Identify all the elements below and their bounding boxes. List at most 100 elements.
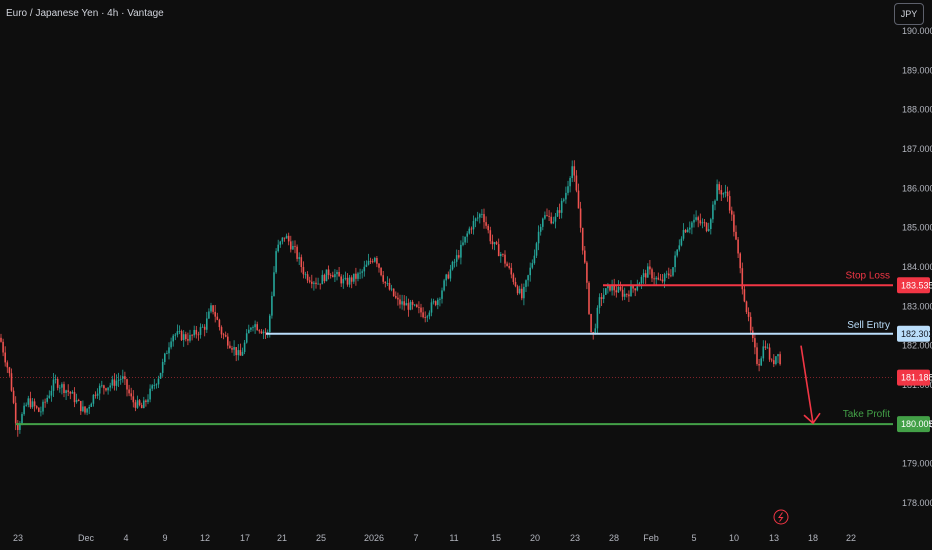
candle-body [10,373,13,391]
y-tick-label: 184.000 [902,262,932,272]
candle-body [476,217,479,219]
candle-body [590,313,592,333]
y-tick-label: 189.000 [902,65,932,75]
candle-body [481,214,483,215]
candle-body [138,400,141,405]
candle-body [25,404,27,406]
candle-body [350,277,353,282]
candle-body [136,400,139,408]
candle-body [544,215,546,219]
candle-body [355,273,357,279]
candle-body [504,254,506,264]
candle-body [143,400,145,409]
candle-body [357,273,359,279]
candle-body [409,301,412,310]
candle-body [619,286,622,290]
candle-body [554,216,557,222]
price-axis[interactable]: 190.000 189.000 188.000 187.000 186.000 185.0… [902,26,932,508]
candle-body [308,280,311,282]
candle-body [741,268,744,290]
candle-body [602,294,605,300]
candle-body [426,316,429,318]
candle-body [388,283,391,290]
candle-body [241,351,244,356]
candle-body [290,241,292,250]
candle-body [206,318,208,330]
candle-body [397,297,399,300]
candle-body [411,301,414,305]
candle-body [663,274,666,282]
candle-body [287,235,290,242]
candle-body [579,208,582,228]
candle-body [584,250,586,263]
candle-body [342,278,345,284]
candle-body [323,274,326,282]
candle-body [182,334,185,341]
candle-body [674,255,676,268]
candle-body [537,231,540,244]
candle-body [113,379,116,386]
candle-body [67,390,69,392]
candle-body [84,406,86,413]
candle-body [525,280,527,287]
candle-body [403,301,405,306]
x-tick-label: 12 [200,533,210,543]
candle-body [317,283,319,285]
candle-body [191,334,193,336]
candle-body [130,393,132,397]
candle-body [558,210,561,213]
candle-body [462,242,464,245]
current-price-badge-text: 181.188 [901,373,932,383]
y-tick-label: 188.000 [902,105,932,115]
y-tick-label: 179.000 [902,459,932,469]
candle-body [497,244,500,257]
candle-body [575,175,578,191]
candle-body [502,254,504,255]
candle-body [266,331,269,333]
candle-body [273,272,275,297]
candle-body [283,237,286,239]
candle-body [470,228,473,230]
candle-body [432,301,435,303]
candle-body [6,362,9,368]
candle-body [430,302,433,313]
candle-body [764,346,767,348]
y-tick-label: 183.000 [902,301,932,311]
candle-body [489,230,492,242]
candle-body [65,390,67,393]
candle-body [208,311,210,319]
candle-body [510,267,513,275]
candle-body [77,399,80,402]
candle-body [754,338,756,348]
candle-body [14,402,17,424]
candle-body [233,347,235,350]
candle-body [250,327,252,330]
candle-body [124,376,126,380]
candle-body [647,266,649,278]
candle-body [82,406,84,412]
candle-body [327,269,330,275]
candle-body [348,277,351,285]
candle-body [210,305,212,312]
candle-body [50,390,53,396]
candle-body [399,299,401,305]
candle-body [134,402,137,408]
candle-body [747,312,750,317]
x-tick-label: 13 [769,533,779,543]
candle-body [483,214,485,223]
candle-body [651,269,653,279]
time-axis[interactable]: 23 Dec 4 9 12 17 21 25 2026 7 11 15 20 23 28 Feb 5 10 13 18… [13,533,856,543]
candle-body [733,214,735,232]
candle-body [737,239,739,254]
candle-body [346,277,349,285]
candle-body [199,327,202,335]
candle-body [75,399,78,403]
candle-body [128,389,130,394]
candle-body [71,392,74,394]
currency-button[interactable]: JPY [894,3,924,25]
candle-body [390,288,393,290]
candle-body [0,337,2,342]
candle-body [705,222,708,231]
candle-body [31,401,34,408]
